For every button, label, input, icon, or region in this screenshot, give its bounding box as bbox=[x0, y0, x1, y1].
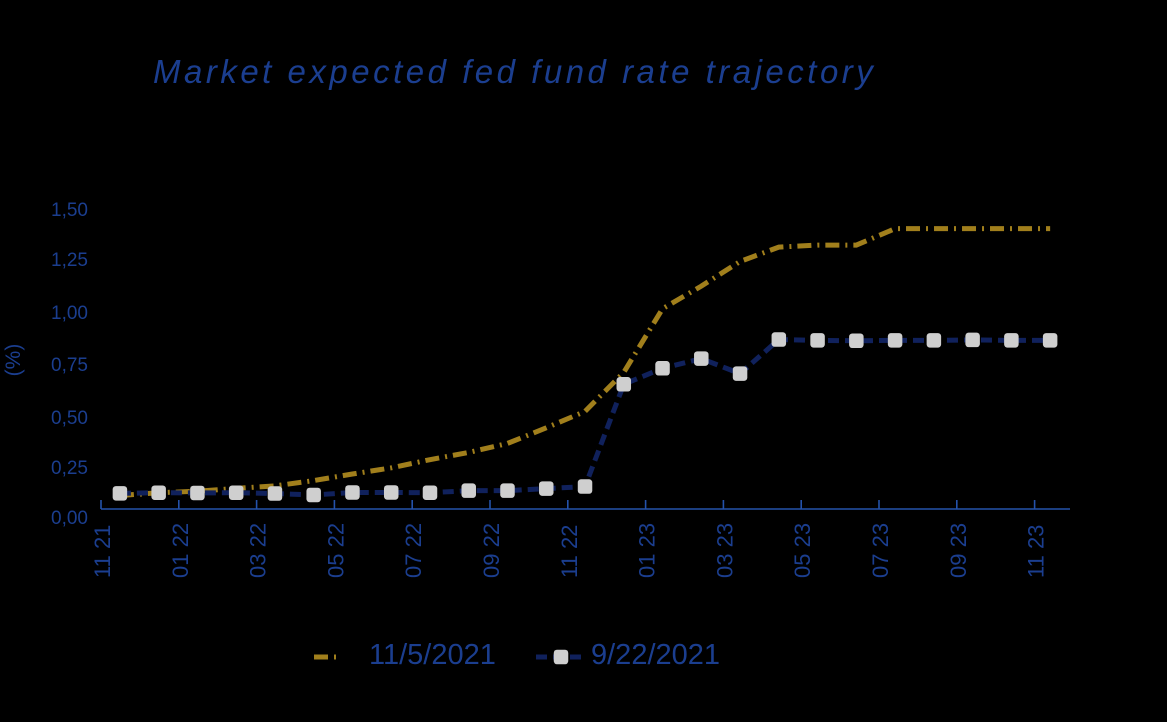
svg-text:9/22/2021: 9/22/2021 bbox=[591, 639, 720, 671]
svg-text:(%): (%) bbox=[2, 344, 25, 377]
svg-text:07 23: 07 23 bbox=[868, 523, 893, 578]
svg-text:05 23: 05 23 bbox=[790, 523, 815, 578]
svg-text:09 23: 09 23 bbox=[946, 523, 971, 578]
svg-text:1,25: 1,25 bbox=[51, 250, 88, 271]
svg-text:03 23: 03 23 bbox=[712, 523, 737, 578]
svg-text:01 23: 01 23 bbox=[635, 523, 660, 578]
svg-text:03 22: 03 22 bbox=[246, 523, 271, 578]
svg-text:0,50: 0,50 bbox=[51, 408, 88, 429]
svg-text:1,00: 1,00 bbox=[51, 303, 88, 324]
svg-text:0,00: 0,00 bbox=[51, 508, 88, 529]
svg-text:11/5/2021: 11/5/2021 bbox=[369, 639, 496, 671]
svg-text:11 21: 11 21 bbox=[90, 525, 115, 578]
svg-text:1,50: 1,50 bbox=[51, 200, 88, 221]
svg-text:05 22: 05 22 bbox=[323, 523, 348, 578]
svg-text:07 22: 07 22 bbox=[401, 523, 426, 578]
svg-text:11 22: 11 22 bbox=[557, 525, 582, 578]
svg-text:0,25: 0,25 bbox=[51, 458, 88, 479]
svg-text:01 22: 01 22 bbox=[168, 523, 193, 578]
svg-text:09 22: 09 22 bbox=[479, 523, 504, 578]
svg-text:11 23: 11 23 bbox=[1024, 525, 1049, 578]
svg-text:0,75: 0,75 bbox=[51, 355, 88, 376]
